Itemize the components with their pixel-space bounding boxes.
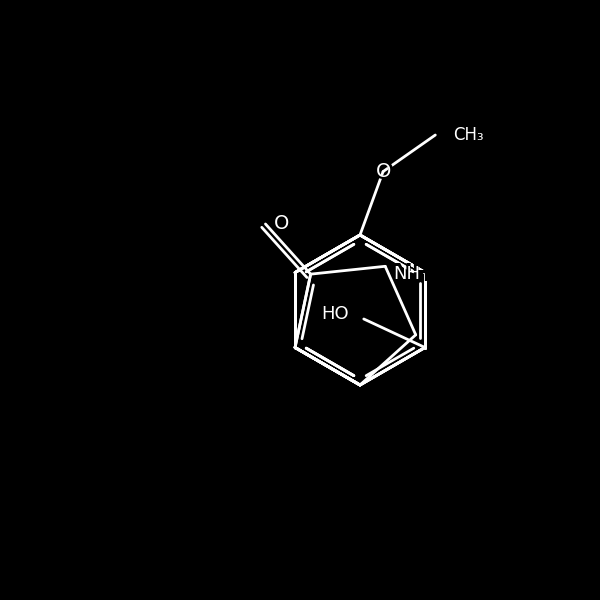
Text: O: O	[274, 214, 289, 233]
Text: HO: HO	[309, 302, 349, 326]
Text: O: O	[274, 212, 295, 236]
Text: NH: NH	[393, 265, 420, 283]
Text: O: O	[373, 160, 394, 184]
Text: O: O	[376, 162, 391, 181]
Text: CH₃: CH₃	[454, 125, 498, 145]
Text: HO: HO	[321, 305, 349, 323]
Text: NH: NH	[393, 262, 433, 286]
Text: CH₃: CH₃	[454, 126, 484, 144]
